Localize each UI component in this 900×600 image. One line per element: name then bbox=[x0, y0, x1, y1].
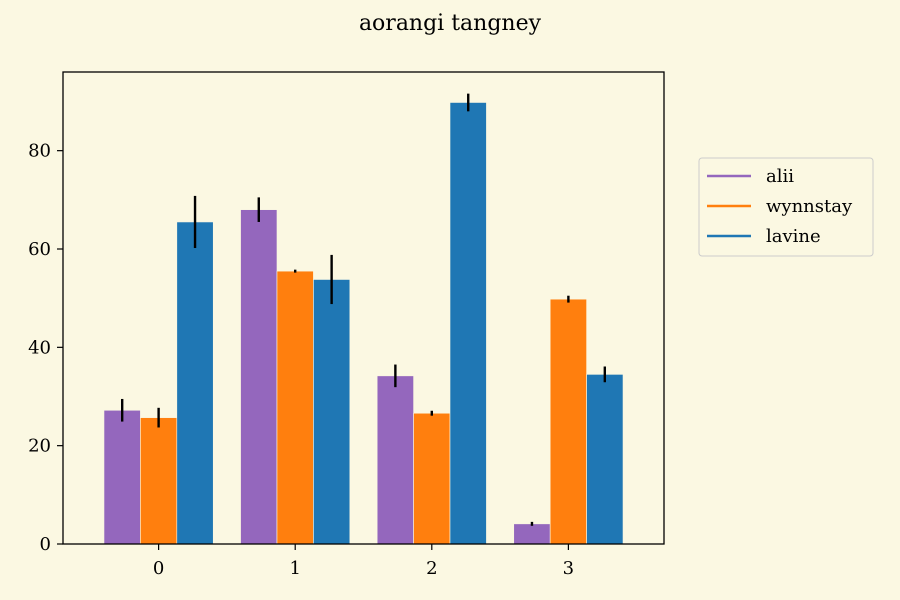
bar-lavine-2 bbox=[449, 102, 487, 545]
bar-lavine-1 bbox=[313, 279, 351, 545]
x-tick-label: 1 bbox=[289, 558, 300, 579]
y-tick-label: 40 bbox=[28, 337, 51, 358]
legend-box bbox=[698, 157, 874, 257]
y-tick-label: 20 bbox=[28, 436, 51, 457]
legend-label-alii: alii bbox=[766, 166, 794, 187]
bar-alii-2 bbox=[376, 375, 414, 545]
bar-wynnstay-1 bbox=[276, 270, 314, 545]
x-tick-label: 3 bbox=[563, 558, 574, 579]
bar-alii-0 bbox=[103, 409, 141, 545]
error-bars-layer bbox=[120, 93, 607, 526]
chart-title: aorangi tangney bbox=[359, 11, 542, 36]
bar-lavine-3 bbox=[586, 374, 624, 545]
plot-frame bbox=[62, 71, 665, 545]
bar-wynnstay-2 bbox=[413, 412, 451, 545]
x-axis: 0 1 2 3 bbox=[153, 544, 574, 579]
bar-wynnstay-0 bbox=[140, 417, 178, 545]
y-tick-label: 80 bbox=[28, 141, 51, 162]
bar-alii-3 bbox=[513, 523, 551, 545]
bar-alii-1 bbox=[240, 209, 278, 545]
legend-label-wynnstay: wynnstay bbox=[766, 196, 853, 217]
y-tick-label: 0 bbox=[40, 534, 51, 555]
bar-wynnstay-3 bbox=[549, 298, 587, 545]
bar-lavine-0 bbox=[176, 221, 214, 545]
y-axis: 0 20 40 60 80 bbox=[28, 141, 63, 555]
legend: alii wynnstay lavine bbox=[698, 157, 874, 257]
x-tick-label: 2 bbox=[426, 558, 437, 579]
x-tick-label: 0 bbox=[153, 558, 164, 579]
y-tick-label: 60 bbox=[28, 239, 51, 260]
bars-layer bbox=[103, 102, 624, 545]
legend-label-lavine: lavine bbox=[766, 226, 821, 247]
